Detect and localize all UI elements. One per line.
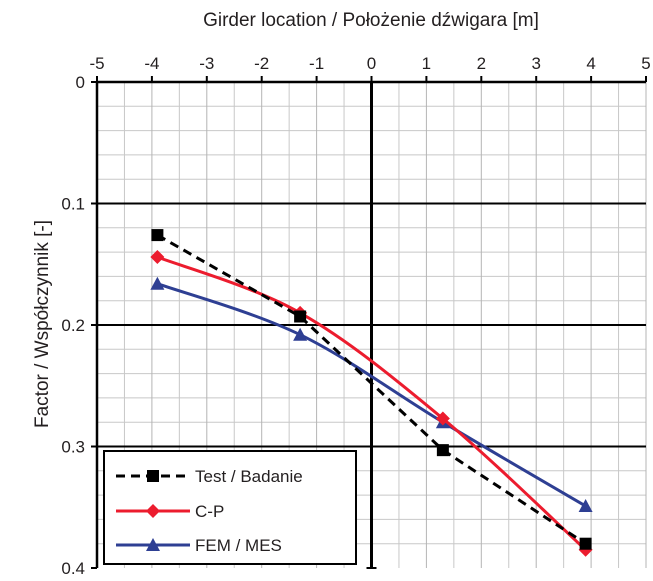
x-tick-label: 5	[641, 54, 650, 73]
series-0	[151, 229, 592, 550]
data-point	[150, 249, 165, 264]
x-tick-label: 2	[477, 54, 486, 73]
x-tick-label: -2	[254, 54, 269, 73]
x-tick-label: -3	[199, 54, 214, 73]
x-tick-label: 0	[367, 54, 376, 73]
y-tick-label: 0.3	[61, 438, 85, 457]
y-tick-label: 0.4	[61, 559, 85, 578]
x-tick-label: 1	[422, 54, 431, 73]
axes	[91, 76, 647, 569]
y-tick-label: 0.2	[61, 316, 85, 335]
legend-marker	[146, 538, 160, 551]
series-group	[150, 229, 593, 557]
data-point	[293, 327, 308, 341]
tick-labels: -5 -4 -3 -2 -1 0 1 2 3 4 5 0 0.1 0.2 0.3 0.4	[61, 54, 650, 578]
x-tick-label: -1	[309, 54, 324, 73]
legend-marker	[147, 470, 159, 482]
legend-label: Test / Badanie	[195, 467, 303, 486]
x-axis-title: Girder location / Położenie dźwigara [m]	[203, 10, 539, 31]
series-line	[156, 233, 587, 545]
data-point	[436, 444, 449, 457]
data-point	[150, 276, 165, 290]
series-line	[156, 282, 587, 508]
y-tick-label: 0.1	[61, 195, 85, 214]
y-tick-label: 0	[76, 73, 85, 92]
data-point	[578, 499, 593, 513]
legend-label: FEM / MES	[195, 536, 282, 555]
x-tick-label: -5	[89, 54, 104, 73]
legend: Test / Badanie C-P FEM / MES	[103, 450, 357, 565]
series-line	[156, 255, 587, 551]
x-tick-label: 4	[586, 54, 595, 73]
data-point	[151, 229, 164, 242]
data-point	[294, 310, 307, 323]
y-axis-title: Factor / Współczynnik [-]	[32, 220, 53, 428]
data-point	[435, 411, 450, 426]
data-point	[579, 537, 592, 550]
x-tick-label: 3	[531, 54, 540, 73]
legend-marker	[146, 504, 160, 518]
legend-label: C-P	[195, 502, 224, 521]
x-tick-label: -4	[144, 54, 159, 73]
